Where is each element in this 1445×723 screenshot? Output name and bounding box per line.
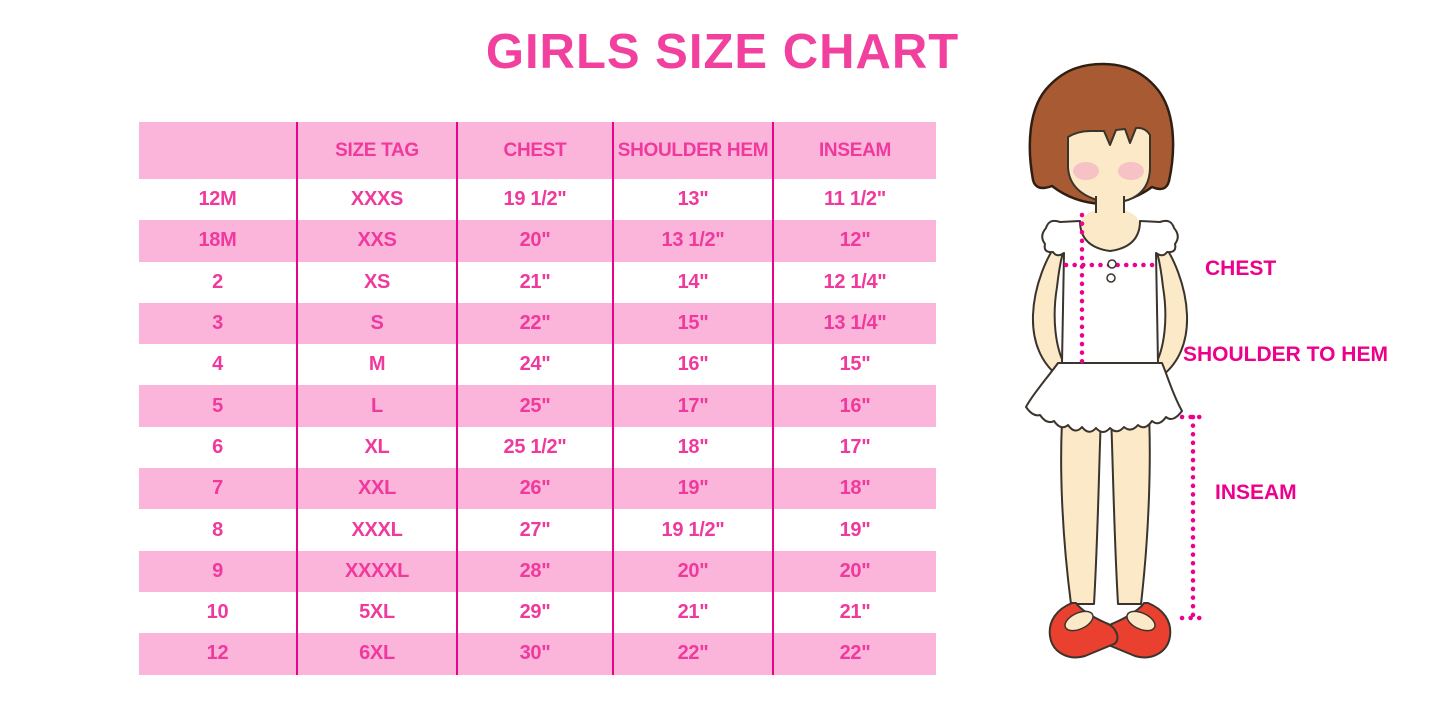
column-header <box>139 122 298 179</box>
column-header: INSEAM <box>818 139 892 161</box>
table-cell: 22" <box>614 633 774 675</box>
table-cell: 13 1/4" <box>823 312 887 335</box>
table-cell: 21" <box>614 591 774 634</box>
table-row: 12 6XL 30" 22" 22" <box>139 633 936 675</box>
table-cell: 28" <box>458 550 614 592</box>
table-row: 6 XL 25 1/2" 18" 17" <box>139 426 936 469</box>
table-cell: 15" <box>839 353 871 376</box>
page-title: GIRLS SIZE CHART <box>485 25 960 79</box>
column-header: SHOULDER HEM <box>614 122 774 179</box>
table-cell: 22" <box>458 302 614 345</box>
top-button-lower <box>1106 273 1116 283</box>
table-cell: 20" <box>614 550 774 592</box>
table-cell: 10 <box>139 591 298 634</box>
table-cell: 22" <box>839 642 871 665</box>
table-cell: 24" <box>458 344 614 386</box>
table-cell: 14" <box>614 261 774 303</box>
table-cell: 25 1/2" <box>458 426 614 469</box>
table-cell: 12 1/4" <box>823 270 887 293</box>
neck <box>1080 191 1140 251</box>
table-row: 2 XS 21" 14" 12 1/4" <box>139 261 936 303</box>
inseam-measure-line <box>1179 414 1207 621</box>
table-cell: 3 <box>139 302 298 345</box>
table-cell: 17" <box>614 385 774 427</box>
table-cell: XXL <box>298 468 458 510</box>
table-cell: XXXS <box>298 179 458 221</box>
column-header: CHEST <box>458 122 614 179</box>
table-cell: 20" <box>458 220 614 262</box>
column-header: SIZE TAG <box>298 122 458 179</box>
table-cell: 16" <box>839 394 871 417</box>
table-cell: 21" <box>839 601 871 624</box>
table-cell: 6 <box>139 426 298 469</box>
table-cell: 19" <box>839 518 871 541</box>
table-cell: 16" <box>614 344 774 386</box>
table-row: 3 S 22" 15" 13 1/4" <box>139 302 936 345</box>
table-cell: 19 1/2" <box>458 179 614 221</box>
right-cheek <box>1118 162 1144 180</box>
table-cell: 17" <box>839 435 871 458</box>
left-leg <box>1060 394 1102 605</box>
left-shoe-opening <box>1064 610 1094 632</box>
table-cell: 12M <box>139 179 298 221</box>
table-cell: 25" <box>458 385 614 427</box>
table-cell: 26" <box>458 468 614 510</box>
table-cell: 8 <box>139 509 298 551</box>
table-cell: 18" <box>614 426 774 469</box>
table-cell: 18M <box>139 220 298 262</box>
right-leg <box>1110 394 1151 605</box>
measurement-figure: CHEST SHOULDER TO HEM INSEAM <box>1000 55 1445 705</box>
table-cell: 5 <box>139 385 298 427</box>
table-cell: XXXL <box>298 509 458 551</box>
table-cell: XL <box>298 426 458 469</box>
shoulder-to-hem-label: SHOULDER TO HEM <box>1183 343 1388 366</box>
table-cell: 7 <box>139 468 298 510</box>
table-row: 12M XXXS 19 1/2" 13" 11 1/2" <box>139 179 936 221</box>
neck-outline <box>1095 196 1125 213</box>
table-cell: 20" <box>839 559 871 582</box>
top-button-upper <box>1107 259 1117 269</box>
table-row: 9 XXXXL 28" 20" 20" <box>139 550 936 592</box>
table-cell: 21" <box>458 261 614 303</box>
table-cell: 13 1/2" <box>614 220 774 262</box>
table-cell: 27" <box>458 509 614 551</box>
table-row: 18M XXS 20" 13 1/2" 12" <box>139 220 936 262</box>
table-row: 10 5XL 29" 21" 21" <box>139 591 936 634</box>
table-row: 5 L 25" 17" 16" <box>139 385 936 427</box>
table-cell: S <box>298 302 458 345</box>
girls-size-table: SIZE TAG CHEST SHOULDER HEM INSEAM 12M XXXS 19… <box>139 122 936 675</box>
table-cell: 30" <box>458 633 614 675</box>
left-arm <box>1031 236 1067 376</box>
table-cell: 9 <box>139 550 298 592</box>
table-cell: 12 <box>139 633 298 675</box>
table-row: 8 XXXL 27" 19 1/2" 19" <box>139 509 936 551</box>
table-cell: 18" <box>839 477 871 500</box>
table-cell: 2 <box>139 261 298 303</box>
table-cell: XS <box>298 261 458 303</box>
table-cell: M <box>298 344 458 386</box>
right-shoe-opening <box>1126 610 1156 632</box>
left-cheek <box>1073 162 1099 180</box>
table-cell: 13" <box>614 179 774 221</box>
table-cell: 5XL <box>298 591 458 634</box>
table-row: 4 M 24" 16" 15" <box>139 344 936 386</box>
table-cell: 15" <box>614 302 774 345</box>
inseam-label: INSEAM <box>1215 481 1297 504</box>
table-cell: XXXXL <box>298 550 458 592</box>
table-cell: 4 <box>139 344 298 386</box>
chest-label: CHEST <box>1205 257 1276 280</box>
table-row: 7 XXL 26" 19" 18" <box>139 468 936 510</box>
table-cell: L <box>298 385 458 427</box>
table-cell: 19" <box>614 468 774 510</box>
girl-illustration: CHEST SHOULDER TO HEM INSEAM <box>1025 62 1388 659</box>
top-bodice <box>1041 219 1179 364</box>
table-cell: 11 1/2" <box>824 188 886 211</box>
table-cell: 19 1/2" <box>614 509 774 551</box>
table-header-row: SIZE TAG CHEST SHOULDER HEM INSEAM <box>139 122 936 179</box>
table-cell: 12" <box>839 229 871 252</box>
table-cell: 29" <box>458 591 614 634</box>
table-cell: 6XL <box>298 633 458 675</box>
skirt <box>1025 362 1183 433</box>
table-cell: XXS <box>298 220 458 262</box>
